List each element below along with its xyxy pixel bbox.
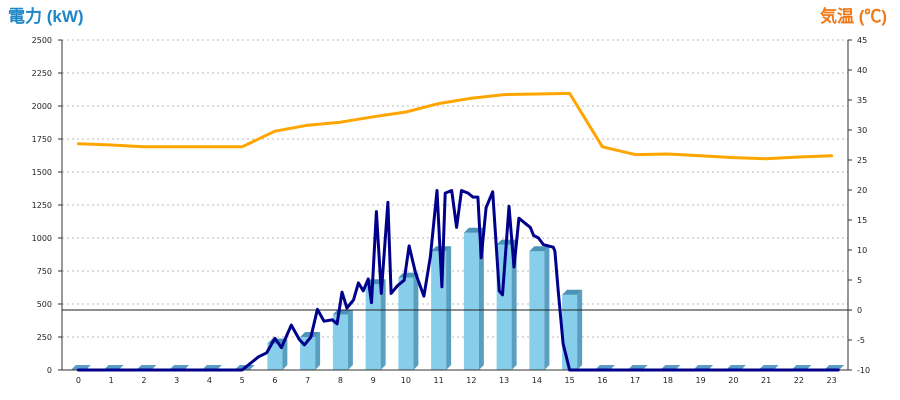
x-tick-label: 18 [663,376,673,385]
bar-side [380,279,386,370]
x-tick-label: 11 [434,376,444,385]
bar-top [562,289,583,295]
left-axis-title: 電力 (kW) [8,6,84,26]
right-tick-label: 25 [857,156,867,165]
x-tick-label: 2 [141,376,146,385]
right-tick-label: 20 [857,186,867,195]
bar-top [529,246,550,252]
line-series [76,91,840,372]
x-tick-label: 3 [174,376,179,385]
x-tick-label: 13 [499,376,509,385]
bar [463,227,484,370]
bar-front [496,244,512,370]
bar-side [511,239,517,370]
x-tick-label: 14 [532,376,542,385]
bar-front [529,251,545,370]
right-tick-label: 35 [857,96,867,105]
x-tick-label: 17 [630,376,640,385]
left-tick-label: 1750 [32,135,52,144]
right-tick-label: 10 [857,246,867,255]
x-tick-label: 15 [565,376,575,385]
x-tick-label: 22 [794,376,804,385]
bar [332,309,353,370]
x-tick-label: 7 [305,376,310,385]
x-tick-label: 10 [401,376,411,385]
bar-side [478,227,484,370]
bar-side [413,272,419,370]
power-line [76,189,840,372]
right-tick-label: -10 [857,366,870,375]
temperature-line [76,91,834,161]
x-tick-label: 19 [696,376,706,385]
left-tick-label: 250 [37,333,52,342]
left-tick-label: 1500 [32,168,52,177]
left-tick-label: 2500 [32,36,52,45]
bar-side [282,338,288,370]
left-tick-label: 500 [37,300,52,309]
bar-front [267,343,283,370]
x-tick-label: 6 [272,376,277,385]
bar-side [544,246,550,370]
x-tick-label: 20 [728,376,738,385]
x-tick-label: 21 [761,376,771,385]
left-tick-label: 1000 [32,234,52,243]
grid [62,39,848,338]
bar-front [365,284,381,370]
bar-front [562,294,578,370]
right-tick-label: 40 [857,66,867,75]
bar-series [70,227,845,370]
bar [496,239,517,370]
bar-front [398,277,414,370]
left-tick-label: 2000 [32,102,52,111]
right-tick-label: 30 [857,126,867,135]
tick-labels: 02505007501000125015001750200022502500-1… [32,36,870,385]
right-tick-label: 15 [857,216,867,225]
left-tick-label: 750 [37,267,52,276]
right-tick-label: 45 [857,36,867,45]
bar [529,246,550,370]
bar-side [577,289,583,370]
x-tick-label: 0 [76,376,81,385]
right-tick-label: -5 [857,336,865,345]
bar-side [446,246,452,370]
left-tick-label: 2250 [32,69,52,78]
x-tick-label: 16 [597,376,607,385]
x-tick-label: 1 [109,376,114,385]
x-tick-label: 5 [240,376,245,385]
x-tick-label: 8 [338,376,343,385]
x-tick-label: 9 [371,376,376,385]
bar-side [347,309,353,370]
bar-front [332,314,348,370]
x-tick-label: 12 [466,376,476,385]
right-axis-title: 気温 (℃) [819,6,887,26]
right-tick-label: 0 [857,306,862,315]
left-tick-label: 0 [47,366,52,375]
bar [398,272,419,370]
right-tick-label: 5 [857,276,862,285]
x-tick-label: 23 [827,376,837,385]
bar [300,332,321,370]
bar-side [315,332,321,370]
left-tick-label: 1250 [32,201,52,210]
bar [365,279,386,370]
bar-front [463,232,479,370]
x-tick-label: 4 [207,376,212,385]
